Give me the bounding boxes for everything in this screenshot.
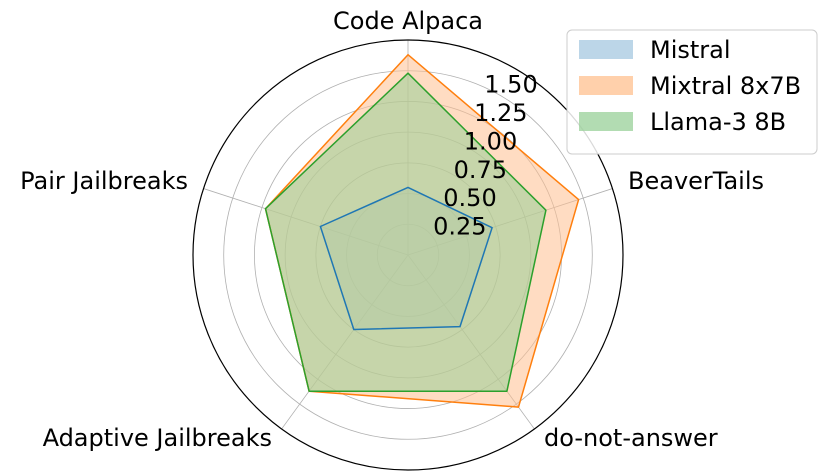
series-line-llama-3-8b: [264, 72, 547, 392]
axis-label-code-alpaca: Code Alpaca: [333, 7, 483, 35]
legend-swatch-mistral: [579, 40, 633, 59]
legend-swatch-llama-3-8b: [579, 112, 633, 131]
axis-label-adaptive-jailbreaks: Adaptive Jailbreaks: [43, 424, 272, 452]
legend-label-llama-3-8b: Llama-3 8B: [650, 108, 786, 136]
rtick-label-1: 0.25: [433, 213, 486, 241]
axis-label-pair-jailbreaks: Pair Jailbreaks: [20, 167, 188, 195]
rtick-label-3: 0.75: [454, 156, 507, 184]
series-layer: [264, 53, 580, 408]
rtick-label-2: 0.50: [443, 184, 496, 212]
rtick-label-5: 1.25: [474, 99, 527, 127]
series-line-mixtral-8x7b: [264, 53, 580, 408]
legend: Mistral Mixtral 8x7B Llama-3 8B: [566, 29, 818, 155]
outer-frame: [192, 39, 624, 471]
axis-label-beavertails: BeaverTails: [628, 167, 764, 195]
rtick-label-6: 1.50: [484, 71, 537, 99]
series-line-mistral: [319, 186, 493, 331]
rtick-label-4: 1.00: [464, 128, 517, 156]
axis-labels: Code Alpaca BeaverTails do-not-answer Adapt…: [20, 7, 764, 452]
series-fill-llama-3-8b: [265, 73, 546, 392]
legend-label-mistral: Mistral: [650, 36, 731, 64]
radial-tick-labels: 0.250.500.751.001.251.50: [433, 71, 538, 241]
axis-label-do-not-answer: do-not-answer: [544, 424, 718, 452]
legend-label-mixtral-8x7b: Mixtral 8x7B: [650, 72, 801, 100]
legend-swatch-mixtral-8x7b: [579, 76, 633, 95]
